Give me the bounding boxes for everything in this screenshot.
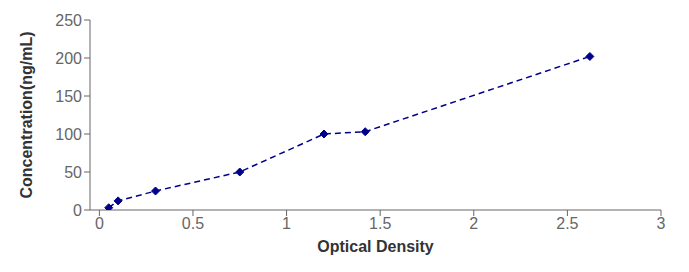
svg-text:1.5: 1.5 — [369, 215, 391, 232]
svg-text:0: 0 — [73, 202, 82, 219]
svg-text:250: 250 — [55, 12, 82, 29]
svg-text:200: 200 — [55, 50, 82, 67]
svg-text:0.5: 0.5 — [182, 215, 204, 232]
svg-text:3: 3 — [657, 215, 666, 232]
svg-text:Concentration(ng/mL): Concentration(ng/mL) — [18, 31, 35, 198]
svg-text:Optical Density: Optical Density — [317, 238, 434, 255]
svg-text:1: 1 — [282, 215, 291, 232]
svg-text:0: 0 — [95, 215, 104, 232]
svg-text:2.5: 2.5 — [556, 215, 578, 232]
svg-text:50: 50 — [64, 164, 82, 181]
svg-text:100: 100 — [55, 126, 82, 143]
svg-text:2: 2 — [469, 215, 478, 232]
svg-text:150: 150 — [55, 88, 82, 105]
